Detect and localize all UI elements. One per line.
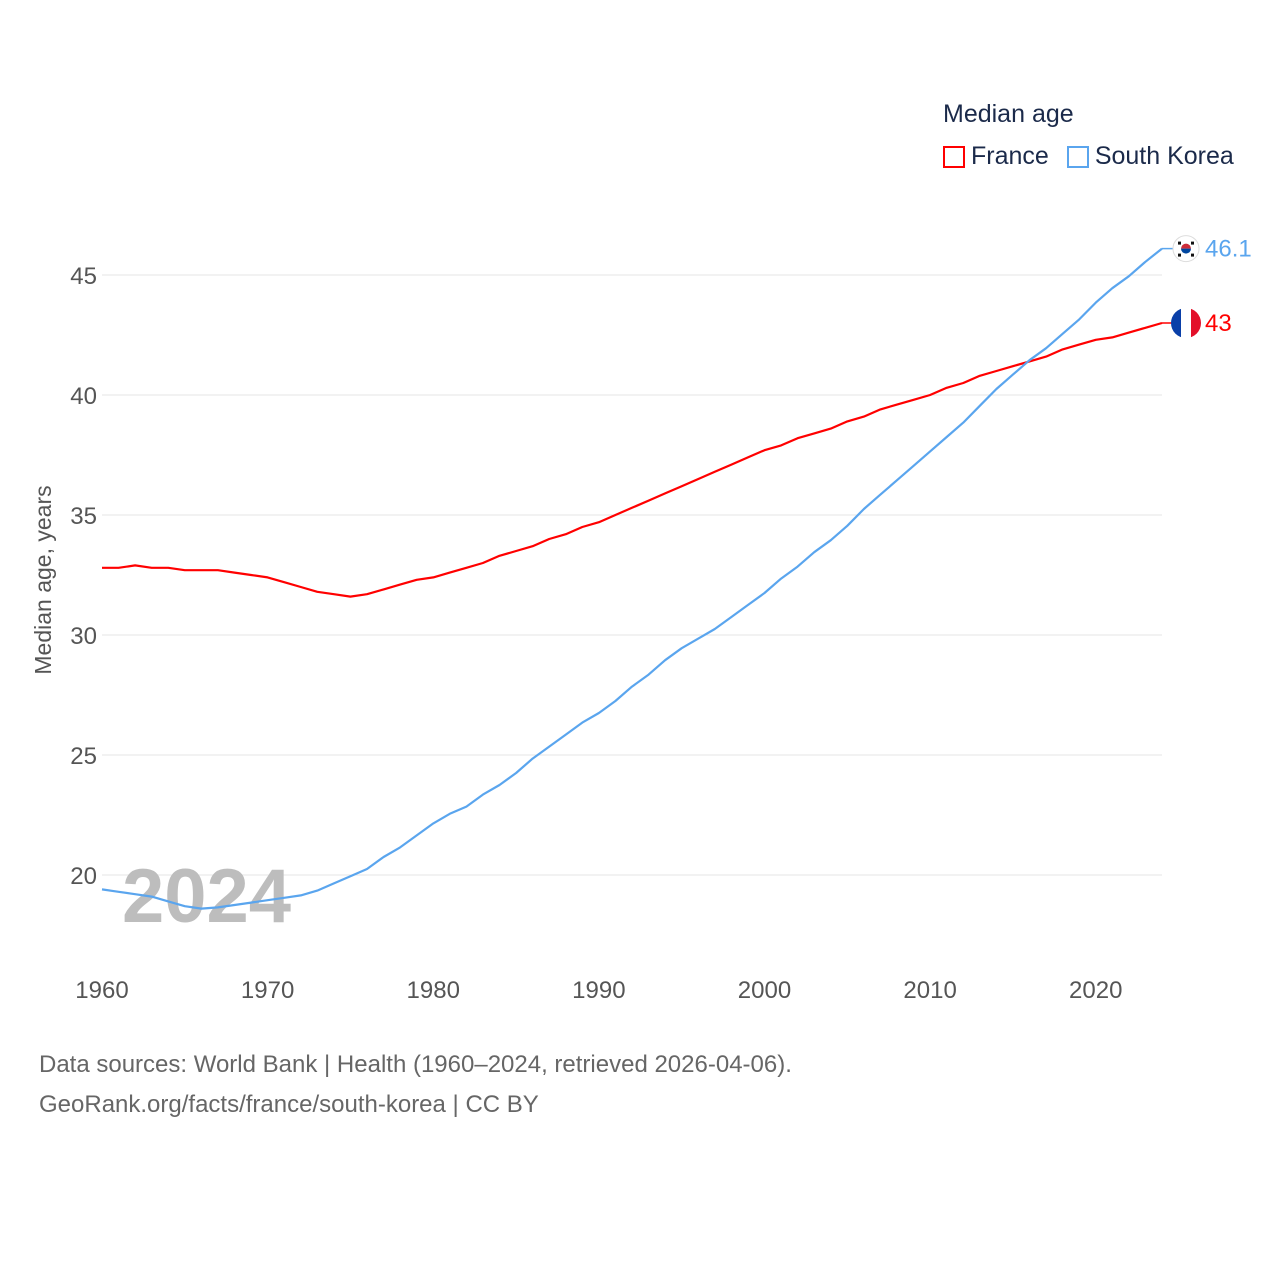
source-line-2[interactable]: GeoRank.org/facts/france/south-korea | C… [39, 1091, 539, 1118]
south-korea-flag-icon [1172, 235, 1200, 263]
legend-swatch-south-korea [1066, 145, 1089, 168]
x-tick-label: 1980 [407, 977, 460, 1004]
series-line-france [102, 321, 1163, 598]
flag-trigram [1191, 241, 1194, 245]
flag-trigram [1191, 253, 1194, 257]
y-axis-label: Median age, years [30, 485, 56, 674]
y-tick-label: 35 [70, 503, 97, 530]
legend-label: France [971, 142, 1049, 170]
france-flag-icon [1171, 308, 1201, 338]
x-tick-label: 1970 [241, 977, 294, 1004]
flag-stripe [1171, 308, 1181, 338]
source-note: Data sources: World Bank | Health (1960–… [39, 1045, 792, 1125]
x-tick-label: 1960 [75, 977, 128, 1004]
flag-taeguk-red [1181, 243, 1191, 249]
flag-taeguk-blue [1181, 248, 1191, 254]
y-tick-label: 25 [70, 743, 97, 770]
flag-stripe [1191, 308, 1201, 338]
source-line-1: Data sources: World Bank | Health (1960–… [39, 1051, 792, 1078]
end-value-label: 46.1 [1205, 236, 1252, 263]
y-tick-label: 30 [70, 623, 97, 650]
y-tick-label: 45 [70, 263, 97, 290]
legend-swatch-france [943, 145, 965, 168]
y-tick-label: 40 [70, 383, 97, 410]
legend-item-france[interactable]: France [943, 142, 1049, 171]
y-tick-label: 20 [70, 863, 97, 890]
x-tick-label: 1990 [572, 977, 625, 1004]
flag-trigram [1178, 241, 1181, 245]
legend-label: South Korea [1094, 142, 1234, 170]
legend-item-south-korea[interactable]: South Korea [1066, 142, 1234, 171]
series-line-south-korea [101, 247, 1163, 910]
flag-trigram [1178, 253, 1181, 257]
legend-title: Median age [943, 100, 1074, 128]
x-tick-label: 2020 [1069, 977, 1122, 1004]
flag-stripe [1181, 308, 1191, 338]
legend: France South Korea [943, 142, 1234, 171]
end-value-label: 43 [1205, 310, 1232, 337]
x-tick-label: 2000 [738, 977, 791, 1004]
x-tick-label: 2010 [903, 977, 956, 1004]
